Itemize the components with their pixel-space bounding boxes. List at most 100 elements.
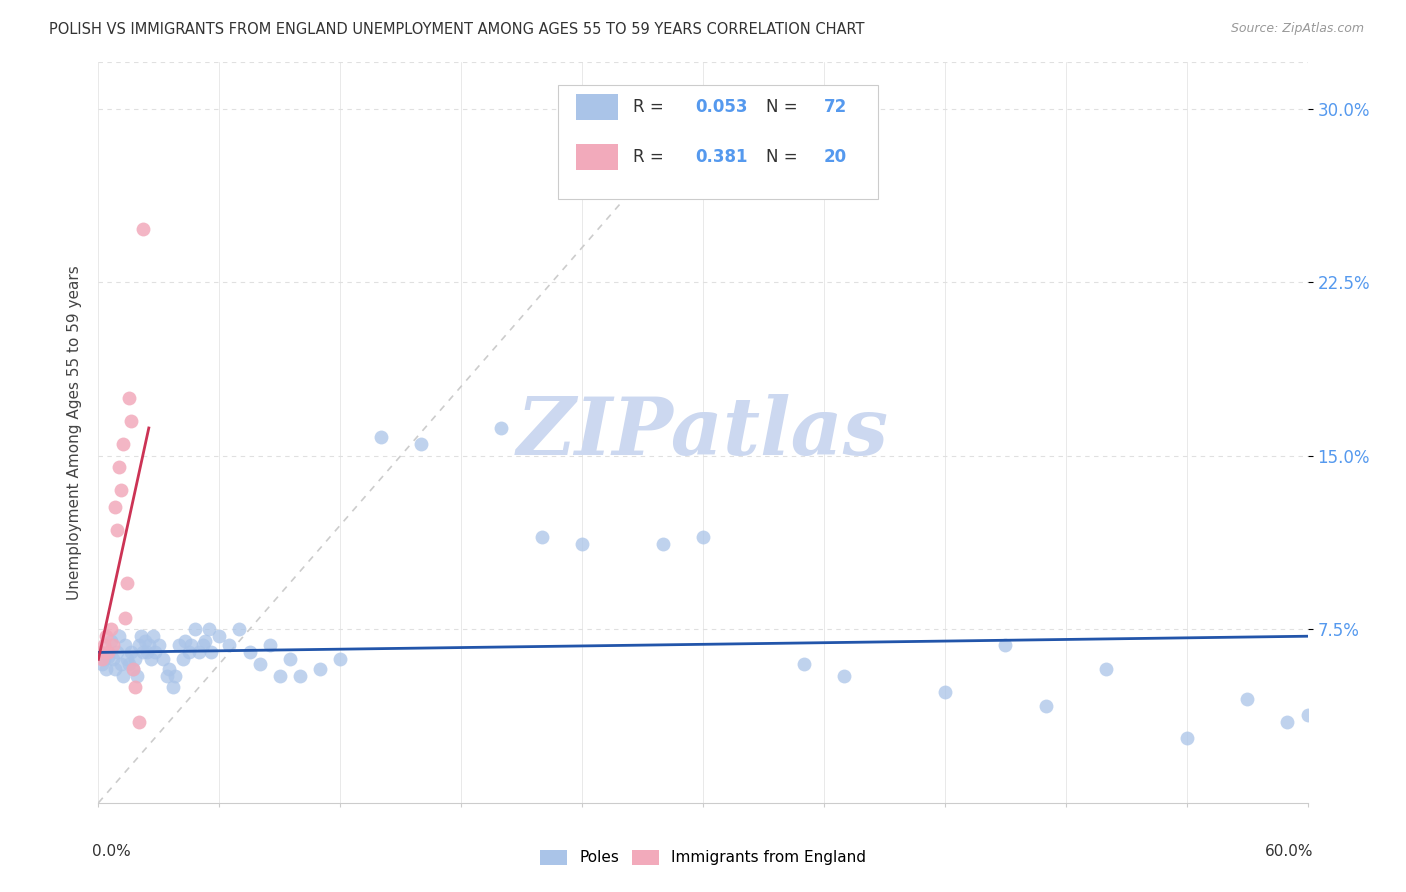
Point: [91, 657, 114, 671]
Point: [111, 437, 134, 451]
Point: [101, 639, 124, 653]
Point: [91, 652, 114, 666]
Text: 72: 72: [824, 98, 848, 116]
Text: 0.381: 0.381: [696, 148, 748, 166]
Point: [1296, 707, 1319, 722]
Text: 20: 20: [824, 148, 846, 166]
Point: [143, 645, 166, 659]
Point: [409, 437, 432, 451]
Text: 60.0%: 60.0%: [1265, 844, 1313, 858]
Point: [832, 668, 855, 682]
Point: [121, 662, 143, 676]
Point: [179, 645, 201, 659]
Point: [157, 662, 180, 676]
Point: [1095, 662, 1118, 676]
Point: [118, 657, 141, 671]
Point: [491, 421, 513, 435]
Point: [103, 662, 125, 676]
Point: [114, 639, 136, 653]
FancyBboxPatch shape: [576, 144, 619, 169]
Text: R =: R =: [633, 148, 669, 166]
Point: [100, 622, 122, 636]
Point: [692, 530, 714, 544]
Point: [651, 536, 673, 550]
Point: [114, 610, 136, 624]
Point: [1035, 698, 1057, 713]
Point: [208, 629, 231, 643]
Point: [249, 657, 271, 671]
Text: ZIPatlas: ZIPatlas: [517, 394, 889, 471]
Point: [1277, 714, 1299, 729]
Point: [239, 645, 262, 659]
Point: [100, 633, 122, 648]
FancyBboxPatch shape: [558, 85, 879, 200]
Point: [125, 668, 148, 682]
Point: [134, 633, 156, 648]
Point: [115, 576, 138, 591]
Point: [124, 680, 146, 694]
Point: [228, 622, 250, 636]
Point: [180, 639, 202, 653]
Point: [89, 645, 111, 659]
Point: [107, 460, 129, 475]
Point: [110, 657, 132, 671]
Point: [259, 639, 281, 653]
FancyBboxPatch shape: [576, 95, 619, 120]
Point: [93, 639, 115, 653]
Point: [105, 645, 128, 659]
Text: POLISH VS IMMIGRANTS FROM ENGLAND UNEMPLOYMENT AMONG AGES 55 TO 59 YEARS CORRELA: POLISH VS IMMIGRANTS FROM ENGLAND UNEMPL…: [49, 22, 865, 37]
Point: [172, 652, 194, 666]
Point: [329, 652, 352, 666]
Point: [188, 645, 211, 659]
Point: [120, 645, 142, 659]
Point: [163, 668, 186, 682]
Point: [934, 685, 956, 699]
Point: [156, 668, 179, 682]
Point: [101, 652, 124, 666]
Point: [115, 652, 138, 666]
Point: [994, 639, 1017, 653]
Point: [107, 629, 129, 643]
Point: [200, 645, 222, 659]
Text: N =: N =: [766, 148, 803, 166]
Point: [96, 629, 118, 643]
Legend: Poles, Immigrants from England: Poles, Immigrants from England: [540, 849, 866, 865]
Point: [138, 639, 160, 653]
Point: [184, 622, 207, 636]
Text: Source: ZipAtlas.com: Source: ZipAtlas.com: [1230, 22, 1364, 36]
Point: [96, 662, 118, 676]
Point: [124, 652, 146, 666]
Point: [132, 222, 155, 236]
Y-axis label: Unemployment Among Ages 55 to 59 years: Unemployment Among Ages 55 to 59 years: [66, 265, 82, 600]
Point: [148, 639, 170, 653]
Point: [162, 680, 184, 694]
Point: [139, 652, 162, 666]
Point: [103, 500, 125, 514]
Point: [194, 633, 217, 648]
Point: [135, 645, 157, 659]
Point: [97, 645, 120, 659]
Point: [121, 662, 143, 676]
Point: [97, 650, 120, 665]
Point: [142, 629, 165, 643]
Point: [152, 652, 174, 666]
Point: [309, 662, 332, 676]
Point: [193, 639, 215, 653]
Point: [530, 530, 553, 544]
Text: N =: N =: [766, 98, 803, 116]
Point: [120, 414, 142, 428]
Point: [793, 657, 815, 671]
Point: [288, 668, 311, 682]
Point: [370, 430, 392, 444]
Text: 0.053: 0.053: [696, 98, 748, 116]
Point: [167, 639, 190, 653]
Point: [105, 523, 128, 537]
Point: [128, 639, 150, 653]
Point: [129, 629, 152, 643]
Point: [218, 639, 240, 653]
Point: [269, 668, 291, 682]
Point: [1236, 691, 1258, 706]
Point: [128, 714, 150, 729]
Point: [278, 652, 301, 666]
Point: [132, 645, 155, 659]
